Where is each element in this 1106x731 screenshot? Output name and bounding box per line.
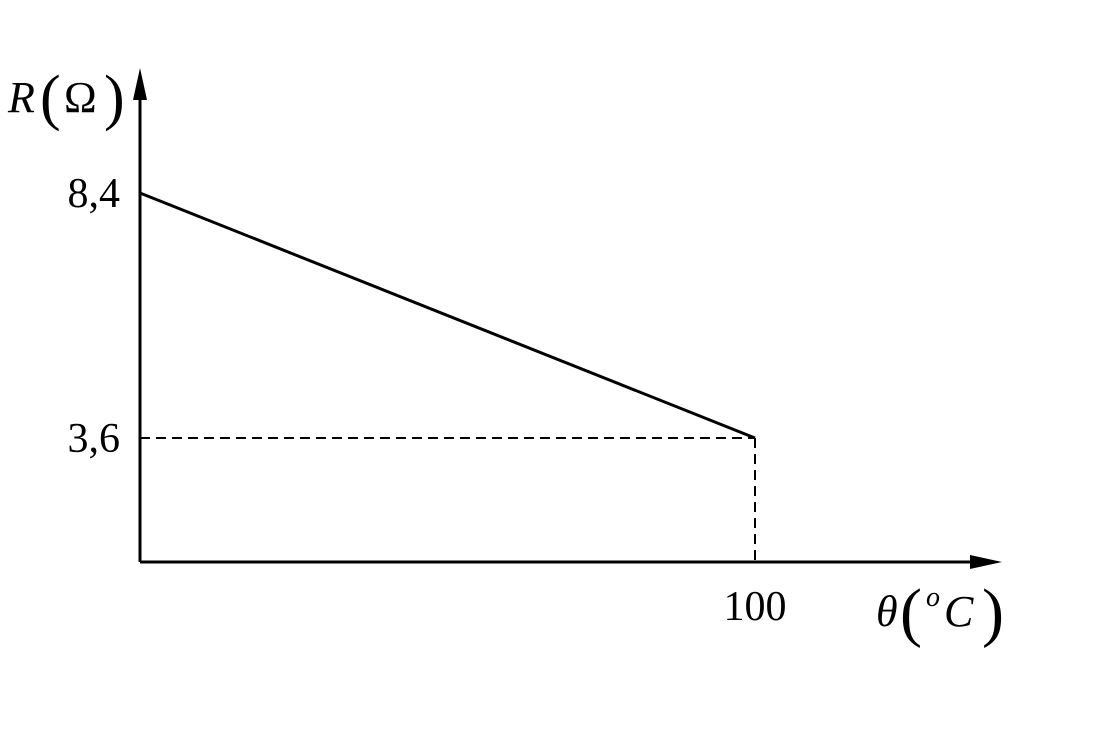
y-axis-close-paren: )	[104, 64, 125, 132]
y-axis-label: R ( Ω )	[7, 64, 125, 132]
x-axis-arrow	[970, 555, 1002, 569]
y-axis-unit: Ω	[64, 73, 97, 122]
y-axis-arrow	[133, 68, 147, 100]
series-line	[139, 191, 756, 440]
x-tick-label: 100	[724, 584, 787, 630]
y-axis-open-paren: (	[40, 64, 61, 132]
x-axis-close-paren: )	[982, 576, 1004, 649]
x-axis-open-paren: (	[900, 576, 922, 649]
y-axis-symbol: R	[7, 73, 35, 122]
y-tick-label: 8,4	[68, 171, 121, 217]
x-axis-symbol: θ	[876, 587, 898, 636]
x-axis-degree: o	[926, 582, 940, 613]
x-axis-unit: C	[944, 587, 974, 636]
y-tick-label: 3,6	[68, 416, 121, 462]
x-axis-label: θ ( o C )	[876, 576, 1004, 649]
